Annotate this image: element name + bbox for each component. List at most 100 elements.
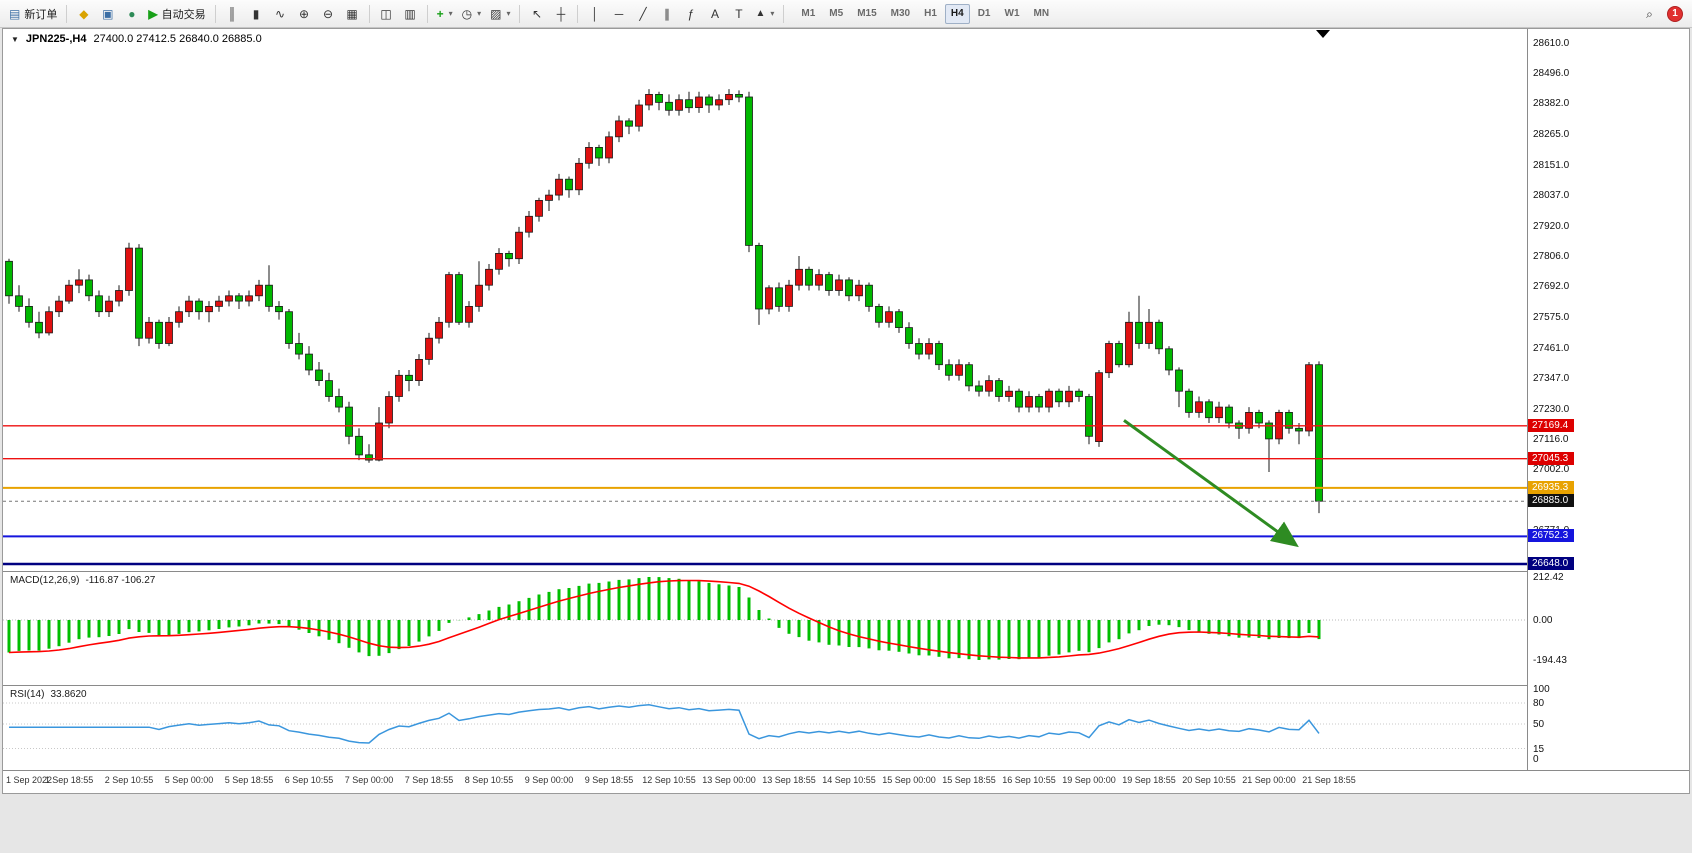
- arrange-windows-button[interactable]: ▥: [399, 3, 422, 25]
- time-axis-label: 7 Sep 00:00: [344, 775, 394, 785]
- time-axis-label: 1 Sep 2022: [6, 775, 53, 785]
- line-chart-button[interactable]: ∿: [269, 3, 292, 25]
- macd-values: -116.87 -106.27: [85, 575, 156, 586]
- horizontal-line-button[interactable]: ─: [607, 3, 630, 25]
- vertical-line-icon: │: [591, 6, 599, 21]
- metaeditor-icon: ◆: [79, 6, 89, 21]
- add-indicator-icon: +: [436, 6, 444, 21]
- one-click-trading-toggle[interactable]: ▼: [11, 34, 19, 44]
- crosshair-button[interactable]: ┼: [549, 3, 572, 25]
- timeframe-button-m15[interactable]: M15: [851, 4, 882, 24]
- price-axis-label: 28496.0: [1533, 68, 1570, 79]
- templates-button[interactable]: ▨ ▾: [486, 3, 514, 25]
- trend-arrow-annotation[interactable]: [1123, 419, 1299, 548]
- price-chart-canvas[interactable]: [3, 29, 1527, 571]
- cursor-button[interactable]: ↖: [525, 3, 548, 25]
- shapes-icon: ▲: [755, 7, 766, 19]
- arrange-windows-icon: ▥: [404, 6, 416, 21]
- crosshair-icon: ┼: [556, 6, 566, 21]
- trendline-icon: ╱: [639, 6, 647, 21]
- tile-windows-button[interactable]: ▦: [341, 3, 364, 25]
- time-axis-label: 7 Sep 18:55: [404, 775, 454, 785]
- time-axis-label: 21 Sep 00:00: [1242, 775, 1296, 785]
- timeframe-button-h4[interactable]: H4: [944, 3, 970, 24]
- data-window-icon: ●: [128, 6, 136, 21]
- candlestick-chart-icon: ▮: [252, 6, 260, 21]
- price-axis-label: 27461.0: [1533, 343, 1570, 354]
- zoom-out-button[interactable]: ⊖: [317, 3, 340, 25]
- price-scale[interactable]: 28610.0 28496.0 28382.0 28265.0 28151.0 28037…: [1527, 29, 1689, 770]
- candlestick-chart-button[interactable]: ▮: [245, 3, 268, 25]
- trendline-button[interactable]: ╱: [631, 3, 654, 25]
- time-axis-label: 15 Sep 18:55: [942, 775, 996, 785]
- rsi-axis-label: 50: [1533, 719, 1545, 730]
- rsi-axis-label: 80: [1533, 698, 1545, 709]
- vertical-line-button[interactable]: │: [583, 3, 606, 25]
- toolbar-separator: [368, 4, 370, 23]
- time-axis-label: 9 Sep 18:55: [584, 775, 634, 785]
- template-icon: ▨: [490, 6, 502, 21]
- chart-title: ▼ JPN225-,H4 27400.0 27412.5 26840.0 268…: [11, 33, 262, 45]
- macd-canvas[interactable]: [3, 572, 1527, 685]
- tile-windows-icon: ▦: [346, 6, 358, 21]
- periods-button[interactable]: ◷ ▾: [458, 3, 486, 25]
- timeframe-button-d1[interactable]: D1: [972, 4, 997, 24]
- autotrade-button[interactable]: ▶ 自动交易: [144, 3, 209, 25]
- price-axis-label: 27002.0: [1533, 464, 1570, 475]
- metaeditor-button[interactable]: ◆: [72, 3, 95, 25]
- toolbar-separator: [577, 4, 579, 23]
- timeframe-button-m30[interactable]: M30: [885, 4, 916, 24]
- toolbar-separator: [214, 4, 216, 23]
- channel-button[interactable]: ∥: [655, 3, 678, 25]
- chart-shift-marker[interactable]: [1316, 30, 1330, 38]
- timeframe-button-w1[interactable]: W1: [999, 4, 1026, 24]
- time-axis-label: 13 Sep 00:00: [702, 775, 756, 785]
- timeframe-button-mn[interactable]: MN: [1028, 4, 1056, 24]
- macd-axis-label: 212.42: [1533, 572, 1564, 583]
- time-scale[interactable]: 1 Sep 2022 1 Sep 18:55 2 Sep 10:55 5 Sep 00…: [3, 770, 1689, 792]
- shapes-button[interactable]: ▲ ▾: [751, 3, 778, 25]
- chevron-down-icon: ▾: [448, 9, 453, 18]
- cascade-windows-button[interactable]: ◫: [375, 3, 398, 25]
- add-indicator-button[interactable]: + ▾: [433, 3, 457, 25]
- price-level-badge: 26935.3: [1528, 481, 1574, 494]
- search-button[interactable]: ⌕: [1638, 3, 1661, 25]
- zoom-in-button[interactable]: ⊕: [293, 3, 316, 25]
- price-axis-label: 27692.0: [1533, 281, 1570, 292]
- clock-icon: ◷: [461, 6, 473, 21]
- time-axis-label: 16 Sep 10:55: [1002, 775, 1056, 785]
- text-button[interactable]: A: [703, 3, 726, 25]
- new-order-label: 新订单: [24, 8, 58, 21]
- price-axis-label: 28037.0: [1533, 190, 1570, 201]
- price-axis-label: 27230.0: [1533, 404, 1570, 415]
- timeframe-group: M1 M5 M15 M30 H1 H4 D1 W1 MN: [795, 3, 1056, 24]
- price-axis-label: 28382.0: [1533, 98, 1570, 109]
- time-axis-label: 21 Sep 18:55: [1302, 775, 1356, 785]
- print-button[interactable]: ▣: [96, 3, 119, 25]
- bar-chart-button[interactable]: ║: [221, 3, 244, 25]
- price-axis-label: 27575.0: [1533, 312, 1570, 323]
- fibonacci-button[interactable]: ƒ: [679, 3, 702, 25]
- price-axis-label: 27920.0: [1533, 221, 1570, 232]
- notification-badge[interactable]: 1: [1667, 5, 1683, 22]
- timeframe-button-m5[interactable]: M5: [823, 4, 849, 24]
- new-order-button[interactable]: ▤ 新订单: [5, 3, 61, 25]
- price-axis-label: 28610.0: [1533, 38, 1570, 49]
- price-axis-label: 28265.0: [1533, 129, 1570, 140]
- macd-panel-splitter[interactable]: [3, 571, 1689, 572]
- text-label-button[interactable]: T: [727, 3, 750, 25]
- text-icon: A: [710, 6, 719, 21]
- new-order-icon: ▤: [9, 6, 21, 21]
- time-axis-label: 14 Sep 10:55: [822, 775, 876, 785]
- data-window-button[interactable]: ●: [120, 3, 143, 25]
- rsi-panel-splitter[interactable]: [3, 685, 1689, 686]
- zoom-in-icon: ⊕: [299, 6, 310, 21]
- timeframe-button-m1[interactable]: M1: [795, 4, 821, 24]
- time-axis-label: 5 Sep 00:00: [164, 775, 214, 785]
- rsi-canvas[interactable]: [3, 686, 1527, 770]
- chart-window: ▼ JPN225-,H4 27400.0 27412.5 26840.0 268…: [2, 28, 1690, 794]
- time-axis-label: 2 Sep 10:55: [104, 775, 154, 785]
- price-level-badge: 26752.3: [1528, 529, 1574, 542]
- time-axis-label: 6 Sep 10:55: [284, 775, 334, 785]
- timeframe-button-h1[interactable]: H1: [918, 4, 943, 24]
